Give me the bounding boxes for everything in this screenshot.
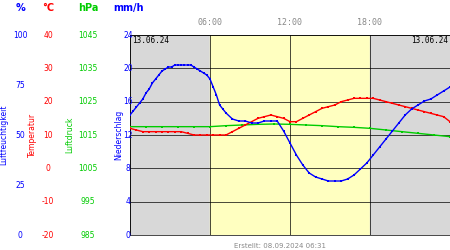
- Bar: [370, 35, 450, 235]
- Text: Temperatur: Temperatur: [27, 113, 36, 157]
- Text: 24: 24: [123, 30, 133, 40]
- Text: hPa: hPa: [78, 3, 98, 13]
- Text: 20: 20: [43, 97, 53, 106]
- Text: 16: 16: [123, 97, 133, 106]
- Text: 1045: 1045: [78, 30, 98, 40]
- Text: 25: 25: [15, 180, 25, 190]
- Text: 1035: 1035: [78, 64, 98, 73]
- Text: 4: 4: [126, 197, 130, 206]
- Text: Luftdruck: Luftdruck: [66, 117, 75, 153]
- Text: 20: 20: [123, 64, 133, 73]
- Text: °C: °C: [42, 3, 54, 13]
- Text: 1015: 1015: [78, 130, 98, 140]
- Text: -20: -20: [42, 230, 54, 239]
- Text: 0: 0: [45, 164, 50, 173]
- Text: 12:00: 12:00: [278, 18, 302, 27]
- Text: 1025: 1025: [78, 97, 98, 106]
- Text: 75: 75: [15, 80, 25, 90]
- Text: 40: 40: [43, 30, 53, 40]
- Text: -10: -10: [42, 197, 54, 206]
- Text: 30: 30: [43, 64, 53, 73]
- Bar: [210, 35, 370, 235]
- Text: %: %: [15, 3, 25, 13]
- Text: 50: 50: [15, 130, 25, 140]
- Text: 8: 8: [126, 164, 130, 173]
- Bar: [130, 35, 210, 235]
- Text: Luftfeuchtigkeit: Luftfeuchtigkeit: [0, 105, 9, 165]
- Text: 995: 995: [81, 197, 95, 206]
- Text: mm/h: mm/h: [113, 3, 143, 13]
- Text: Erstellt: 08.09.2024 06:31: Erstellt: 08.09.2024 06:31: [234, 243, 326, 249]
- Text: 10: 10: [43, 130, 53, 140]
- Text: 100: 100: [13, 30, 27, 40]
- Text: Niederschlag: Niederschlag: [114, 110, 123, 160]
- Text: 06:00: 06:00: [198, 18, 222, 27]
- Text: 0: 0: [126, 230, 130, 239]
- Text: 18:00: 18:00: [357, 18, 382, 27]
- Text: 12: 12: [123, 130, 133, 140]
- Text: 13.06.24: 13.06.24: [411, 36, 448, 45]
- Text: 985: 985: [81, 230, 95, 239]
- Text: 1005: 1005: [78, 164, 98, 173]
- Text: 0: 0: [18, 230, 22, 239]
- Text: 13.06.24: 13.06.24: [132, 36, 169, 45]
